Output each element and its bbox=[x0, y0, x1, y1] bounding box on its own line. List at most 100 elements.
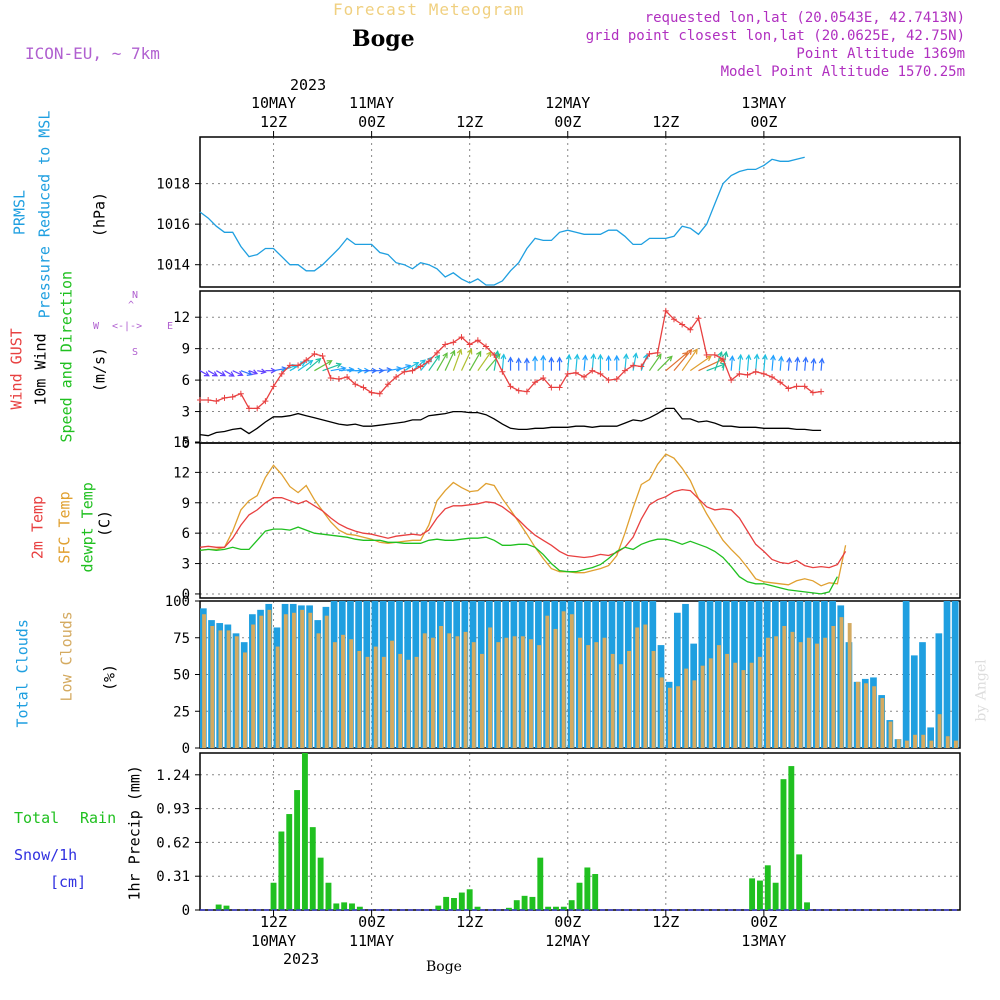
wind-arrow bbox=[240, 370, 252, 376]
wind-arrow bbox=[763, 354, 766, 371]
low-cloud-bar bbox=[365, 656, 370, 748]
low-cloud-bar bbox=[880, 698, 885, 748]
wind-arrow bbox=[501, 354, 505, 371]
y-tick-label: 12 bbox=[173, 465, 190, 481]
gust-marker bbox=[286, 362, 293, 369]
low-cloud-bar bbox=[700, 665, 705, 748]
top-tick-hour: 12Z bbox=[652, 113, 680, 131]
wind-arrow-head bbox=[623, 353, 629, 360]
rain-bar bbox=[568, 900, 575, 910]
low-cloud-bar bbox=[896, 739, 901, 748]
t2m-line bbox=[199, 488, 847, 569]
wind-arrow bbox=[273, 367, 287, 372]
wind-arrow-head bbox=[632, 352, 639, 359]
gust-marker bbox=[417, 363, 424, 370]
wind-arrow-head bbox=[246, 370, 253, 376]
bottom-tick-day: 13MAY bbox=[741, 932, 787, 950]
gust-marker bbox=[728, 377, 735, 384]
low-cloud-bar bbox=[741, 670, 746, 748]
wind-arrow-head bbox=[219, 371, 227, 377]
y-tick-label: 1.24 bbox=[156, 768, 190, 784]
low-cloud-bar bbox=[757, 656, 762, 748]
low-cloud-bar bbox=[373, 646, 378, 748]
gust-marker bbox=[246, 405, 253, 412]
low-cloud-bar bbox=[749, 662, 754, 748]
low-cloud-bar bbox=[708, 658, 713, 748]
gust-marker bbox=[393, 373, 400, 380]
y-tick-label: 9 bbox=[182, 496, 190, 512]
point-altitude: Point Altitude 1369m bbox=[796, 46, 965, 62]
wind-arrow-head bbox=[692, 348, 698, 355]
gust-marker bbox=[319, 352, 326, 359]
wind-arrow-head bbox=[442, 352, 448, 359]
wind-arrow bbox=[730, 356, 734, 371]
low-cloud-bar bbox=[430, 637, 435, 748]
low-cloud-bar bbox=[766, 637, 770, 748]
wind-arrow bbox=[575, 354, 578, 371]
top-tick-day: 10MAY bbox=[250, 94, 297, 112]
gust-marker bbox=[221, 394, 228, 401]
compass-w: W bbox=[93, 321, 100, 332]
bottom-tick-hour: 00Z bbox=[554, 913, 582, 931]
y-tick-label: 0 bbox=[182, 741, 190, 757]
low-cloud-bar bbox=[945, 736, 950, 748]
low-cloud-bar bbox=[594, 642, 599, 748]
wind-arrow bbox=[722, 352, 727, 371]
low-cloud-bar bbox=[537, 645, 542, 748]
gust-marker bbox=[205, 397, 212, 404]
top-tick-day: 11MAY bbox=[349, 94, 395, 112]
wind-arrow bbox=[795, 357, 799, 371]
low-cloud-bar bbox=[529, 639, 533, 748]
wind-arrow-head bbox=[574, 353, 580, 360]
gust-marker bbox=[703, 351, 710, 358]
wind-speed-line bbox=[199, 407, 822, 437]
dewpt-line bbox=[199, 526, 838, 595]
low-cloud-bar bbox=[300, 609, 305, 748]
gust-marker bbox=[736, 370, 743, 377]
wind-arrow bbox=[820, 358, 823, 371]
total-cloud-bar bbox=[927, 727, 935, 748]
low-cloud-bar bbox=[937, 714, 942, 748]
wind-arrow bbox=[698, 358, 724, 372]
total-cloud-bar bbox=[919, 642, 926, 748]
low-cloud-bar bbox=[390, 640, 394, 748]
rain-bar bbox=[333, 903, 340, 910]
bottom-tick-day: 12MAY bbox=[545, 932, 591, 950]
y-tick-label: 0 bbox=[182, 587, 190, 603]
gust-marker bbox=[262, 398, 269, 405]
gust-marker bbox=[237, 390, 244, 397]
gust-marker bbox=[229, 393, 236, 400]
gust-marker bbox=[638, 363, 645, 370]
low-cloud-bar bbox=[929, 740, 934, 748]
wind-arrow-head bbox=[500, 353, 507, 360]
low-cloud-bar bbox=[267, 609, 272, 748]
gust-marker bbox=[630, 362, 637, 369]
low-cloud-bar bbox=[578, 637, 582, 748]
rain-bar bbox=[576, 882, 583, 910]
top-tick-hour: 12Z bbox=[260, 113, 288, 131]
gust-marker bbox=[752, 368, 759, 375]
y-tick-label: 0 bbox=[182, 436, 190, 452]
low-cloud-bar bbox=[275, 646, 280, 748]
low-cloud-bar bbox=[398, 653, 403, 748]
wind-arrow-head bbox=[613, 354, 620, 361]
gust-marker bbox=[450, 339, 457, 346]
low-cloud-bar bbox=[471, 642, 476, 748]
low-cloud-bar bbox=[243, 652, 247, 748]
rain-bar bbox=[505, 907, 512, 910]
wind-arrow-head bbox=[737, 353, 744, 360]
y-tick-label: 0.93 bbox=[156, 802, 190, 818]
low-cloud-bar bbox=[872, 686, 877, 748]
low-cloud-bar bbox=[520, 636, 525, 748]
gust-marker bbox=[801, 383, 808, 390]
wind-arrow-head bbox=[717, 350, 723, 358]
wind-arrow bbox=[567, 354, 570, 371]
low-cloud-bar bbox=[202, 614, 207, 748]
low-cloud-bar bbox=[218, 630, 223, 748]
low-cloud-bar bbox=[512, 636, 517, 748]
low-cloud-bar bbox=[618, 664, 623, 748]
rain-bar bbox=[560, 906, 567, 910]
gust-marker bbox=[556, 384, 563, 391]
wind-arrow bbox=[404, 362, 419, 372]
low-cloud-bar bbox=[888, 721, 893, 748]
